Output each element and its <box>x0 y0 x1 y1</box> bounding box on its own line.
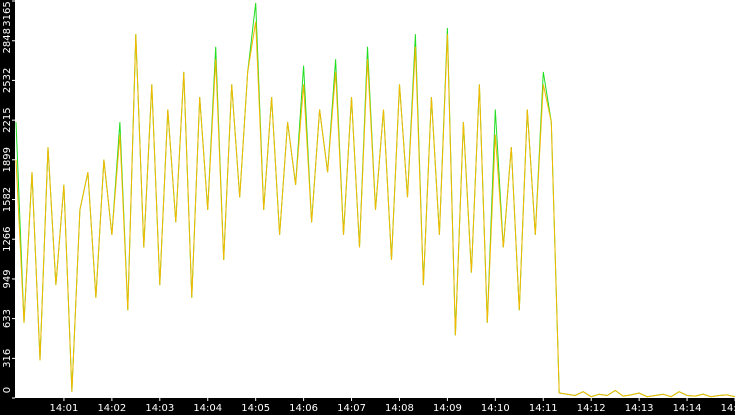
y-tick-label: 2532 <box>2 68 13 93</box>
x-tick-label: 14:05 <box>241 403 270 414</box>
x-tick-label: 14:06 <box>289 403 318 414</box>
y-tick-label: 2215 <box>2 107 13 132</box>
x-tick-label: 14:12 <box>577 403 606 414</box>
y-tick-label: 1582 <box>2 187 13 212</box>
y-tick-label: 1266 <box>2 226 13 251</box>
y-tick-label: 316 <box>2 349 13 368</box>
y-axis-band <box>0 0 15 415</box>
y-tick-label: 949 <box>2 269 13 288</box>
y-tick-label: 0 <box>2 387 13 393</box>
x-tick-label: 14:14 <box>673 403 702 414</box>
x-tick-label: 14:15 <box>721 403 735 414</box>
x-tick-label: 14:01 <box>50 403 79 414</box>
x-axis-band <box>0 398 735 415</box>
x-tick-label: 14:04 <box>193 403 222 414</box>
x-tick-label: 14:10 <box>481 403 510 414</box>
series-line <box>15 21 735 398</box>
x-tick-label: 14:11 <box>529 403 558 414</box>
x-tick-label: 14:13 <box>625 403 654 414</box>
y-tick-label: 1899 <box>2 147 13 172</box>
y-tick-label: 2848 <box>2 28 13 53</box>
y-tick-label: 633 <box>2 309 13 328</box>
x-tick-label: 14:08 <box>385 403 414 414</box>
x-tick-label: 14:03 <box>145 403 174 414</box>
x-tick-label: 14:02 <box>97 403 126 414</box>
x-tick-label: 14:09 <box>433 403 462 414</box>
y-tick-label: 3165 <box>2 1 13 26</box>
x-tick-label: 14:07 <box>337 403 366 414</box>
